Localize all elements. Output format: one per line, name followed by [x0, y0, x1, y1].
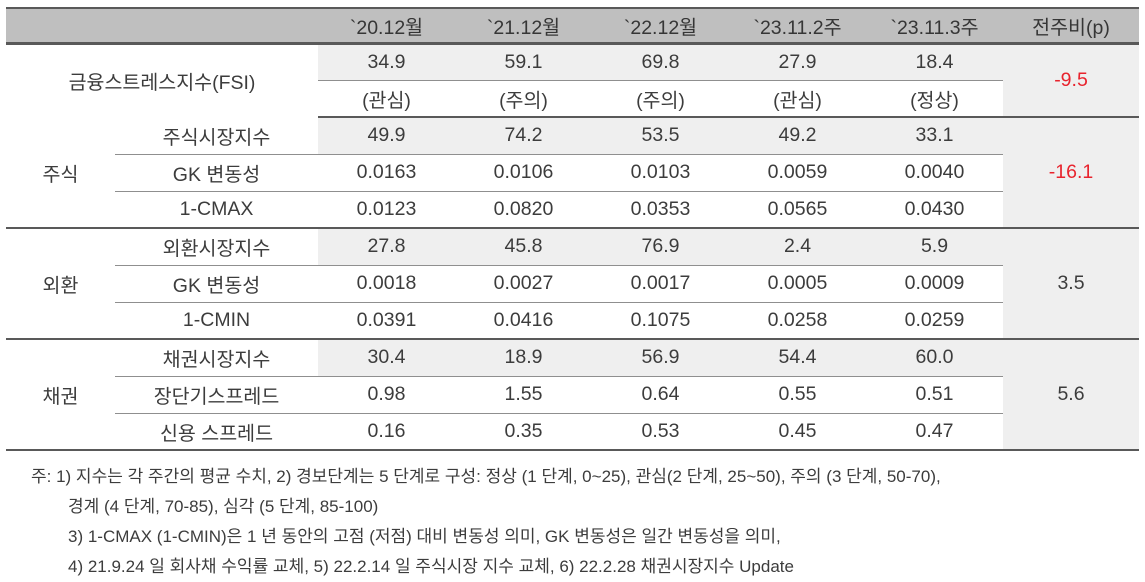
value-cell: 49.9	[318, 117, 455, 155]
indicator-label: 장단기스프레드	[115, 376, 318, 414]
value-cell: 0.0163	[318, 154, 455, 192]
value-cell: 0.0430	[866, 191, 1003, 229]
value-cell: 0.1075	[592, 302, 729, 340]
fsi-grade-cell: (관심)	[318, 80, 455, 118]
footnote-line: 3) 1-CMAX (1-CMIN)은 1 년 동안의 고점 (저점) 대비 변…	[68, 527, 781, 546]
value-cell: 0.0820	[455, 191, 592, 229]
fsi-grade-cell: (정상)	[866, 80, 1003, 118]
value-cell: 0.98	[318, 376, 455, 414]
value-cell: 33.1	[866, 117, 1003, 155]
value-cell: 0.0416	[455, 302, 592, 340]
value-cell: 0.64	[592, 376, 729, 414]
value-cell: 0.0040	[866, 154, 1003, 192]
fsi-value-cell: 59.1	[455, 43, 592, 81]
value-cell: 0.0259	[866, 302, 1003, 340]
fsi-grade-cell: (주의)	[455, 80, 592, 118]
group-label-fx: 외환	[6, 228, 115, 340]
value-cell: 27.8	[318, 228, 455, 266]
value-cell: 0.47	[866, 413, 1003, 451]
value-cell: 0.0103	[592, 154, 729, 192]
period-column-header: `21.12월	[455, 7, 592, 45]
header-row: `20.12월 `21.12월 `22.12월 `23.11.2주 `23.11…	[6, 7, 1139, 45]
table-row: 외환 외환시장지수 27.8 45.8 76.9 2.4 5.9 3.5	[6, 228, 1139, 340]
footnote-line: 경계 (4 단계, 70-85), 심각 (5 단계, 85-100)	[68, 497, 379, 516]
value-cell: 54.4	[729, 339, 866, 377]
table-row: GK 변동성 0.0018 0.0027 0.0017 0.0005 0.000…	[6, 265, 1139, 303]
change-column-header: 전주비(p)	[1003, 7, 1139, 45]
value-cell: 0.0018	[318, 265, 455, 303]
fsi-value-cell: 69.8	[592, 43, 729, 81]
value-cell: 1.55	[455, 376, 592, 414]
value-cell: 0.53	[592, 413, 729, 451]
table-row: 채권 채권시장지수 30.4 18.9 56.9 54.4 60.0 5.6	[6, 339, 1139, 451]
value-cell: 0.35	[455, 413, 592, 451]
value-cell: 56.9	[592, 339, 729, 377]
indicator-label: 채권시장지수	[115, 339, 318, 377]
value-cell: 45.8	[455, 228, 592, 266]
footnote-line: 4) 21.9.24 일 회사채 수익률 교체, 5) 22.2.14 일 주식…	[68, 557, 794, 576]
table-row: 신용 스프레드 0.16 0.35 0.53 0.45 0.47	[6, 413, 1139, 451]
indicator-label: 1-CMIN	[115, 302, 318, 340]
indicator-label: 1-CMAX	[115, 191, 318, 229]
value-cell: 0.51	[866, 376, 1003, 414]
table-row: 1-CMIN 0.0391 0.0416 0.1075 0.0258 0.025…	[6, 302, 1139, 340]
fsi-value-cell: 18.4	[866, 43, 1003, 81]
footnote-line: 주: 1) 지수는 각 주간의 평균 수치, 2) 경보단계는 5 단계로 구성…	[31, 467, 941, 486]
fsi-table: `20.12월 `21.12월 `22.12월 `23.11.2주 `23.11…	[6, 7, 1139, 451]
value-cell: 0.55	[729, 376, 866, 414]
group-label-bonds: 채권	[6, 339, 115, 451]
value-cell: 2.4	[729, 228, 866, 266]
change-cell: 5.6	[1003, 339, 1139, 451]
value-cell: 0.0565	[729, 191, 866, 229]
table-row: 장단기스프레드 0.98 1.55 0.64 0.55 0.51	[6, 376, 1139, 414]
indicator-label: 주식시장지수	[115, 117, 318, 155]
fsi-row-label: 금융스트레스지수(FSI)	[68, 72, 256, 95]
indicator-label: GK 변동성	[115, 265, 318, 303]
table-row: 주식 주식시장지수 49.9 74.2 53.5 49.2 33.1 -16.1	[6, 117, 1139, 229]
value-cell: 0.0005	[729, 265, 866, 303]
value-cell: 0.0017	[592, 265, 729, 303]
value-cell: 30.4	[318, 339, 455, 377]
fsi-change-cell: -9.5	[1003, 43, 1139, 118]
period-column-header: `20.12월	[318, 7, 455, 45]
period-column-header: `22.12월	[592, 7, 729, 45]
indicator-label: 외환시장지수	[115, 228, 318, 266]
indicator-label: 신용 스프레드	[115, 413, 318, 451]
fsi-grade-cell: (관심)	[729, 80, 866, 118]
period-column-header: `23.11.3주	[866, 7, 1003, 45]
period-column-header: `23.11.2주	[729, 7, 866, 45]
value-cell: 0.45	[729, 413, 866, 451]
change-cell: 3.5	[1003, 228, 1139, 340]
value-cell: 0.0353	[592, 191, 729, 229]
value-cell: 0.0258	[729, 302, 866, 340]
value-cell: 0.0009	[866, 265, 1003, 303]
change-cell: -16.1	[1003, 117, 1139, 229]
value-cell: 0.0106	[455, 154, 592, 192]
header-corner-cell	[6, 7, 318, 45]
fsi-grade-cell: (주의)	[592, 80, 729, 118]
value-cell: 60.0	[866, 339, 1003, 377]
value-cell: 0.0391	[318, 302, 455, 340]
value-cell: 18.9	[455, 339, 592, 377]
fsi-grade-row: (관심) (주의) (주의) (관심) (정상)	[6, 80, 1139, 118]
value-cell: 0.0123	[318, 191, 455, 229]
value-cell: 74.2	[455, 117, 592, 155]
value-cell: 0.16	[318, 413, 455, 451]
fsi-value-cell: 34.9	[318, 43, 455, 81]
fsi-value-row: 금융스트레스지수(FSI) 34.9 59.1 69.8 27.9 18.4 -…	[6, 43, 1139, 118]
value-cell: 5.9	[866, 228, 1003, 266]
value-cell: 53.5	[592, 117, 729, 155]
value-cell: 49.2	[729, 117, 866, 155]
fsi-value-cell: 27.9	[729, 43, 866, 81]
value-cell: 0.0027	[455, 265, 592, 303]
table-row: GK 변동성 0.0163 0.0106 0.0103 0.0059 0.004…	[6, 154, 1139, 192]
indicator-label: GK 변동성	[115, 154, 318, 192]
table-row: 1-CMAX 0.0123 0.0820 0.0353 0.0565 0.043…	[6, 191, 1139, 229]
value-cell: 0.0059	[729, 154, 866, 192]
footnotes: 주: 1) 지수는 각 주간의 평균 수치, 2) 경보단계는 5 단계로 구성…	[6, 462, 1139, 582]
group-label-stocks: 주식	[6, 117, 115, 229]
value-cell: 76.9	[592, 228, 729, 266]
